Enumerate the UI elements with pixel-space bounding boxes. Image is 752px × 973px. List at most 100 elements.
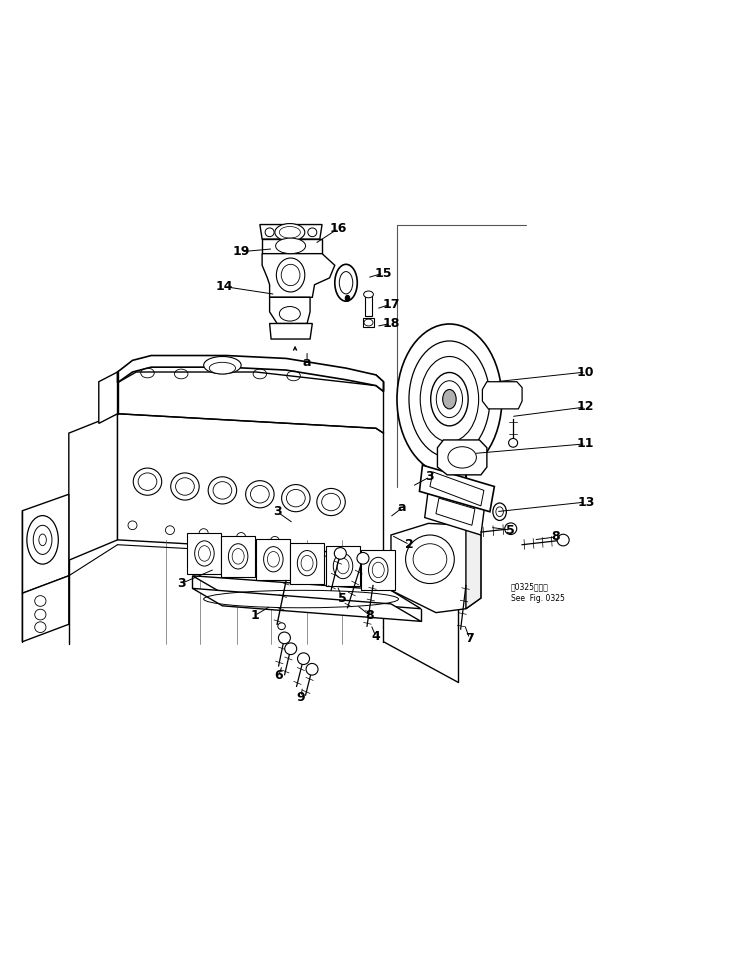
Ellipse shape xyxy=(557,534,569,546)
Text: 围0325图参照: 围0325图参照 xyxy=(511,582,549,591)
Polygon shape xyxy=(270,298,310,323)
Bar xyxy=(365,295,372,316)
Polygon shape xyxy=(361,550,395,591)
Ellipse shape xyxy=(306,664,318,675)
Ellipse shape xyxy=(339,271,353,294)
Text: 9: 9 xyxy=(297,691,305,703)
Ellipse shape xyxy=(308,228,317,236)
Bar xyxy=(363,317,374,327)
Polygon shape xyxy=(23,576,69,642)
Text: 16: 16 xyxy=(330,222,347,234)
Ellipse shape xyxy=(496,507,503,517)
Text: 14: 14 xyxy=(216,280,233,293)
Ellipse shape xyxy=(264,547,283,572)
Ellipse shape xyxy=(431,373,468,426)
Ellipse shape xyxy=(335,265,357,302)
Ellipse shape xyxy=(493,503,506,521)
Polygon shape xyxy=(221,536,255,577)
Polygon shape xyxy=(23,494,69,594)
Ellipse shape xyxy=(413,544,447,575)
Ellipse shape xyxy=(297,551,317,576)
Text: 2: 2 xyxy=(405,538,414,552)
Polygon shape xyxy=(270,323,312,339)
Ellipse shape xyxy=(405,535,454,584)
Ellipse shape xyxy=(368,558,388,583)
Ellipse shape xyxy=(138,473,157,490)
Text: a: a xyxy=(303,356,311,369)
Ellipse shape xyxy=(357,553,369,564)
Ellipse shape xyxy=(335,548,347,559)
Ellipse shape xyxy=(171,473,199,500)
Ellipse shape xyxy=(448,447,477,468)
Polygon shape xyxy=(99,372,117,423)
Text: 18: 18 xyxy=(382,317,399,330)
Ellipse shape xyxy=(279,227,300,238)
Ellipse shape xyxy=(337,559,349,574)
Ellipse shape xyxy=(246,481,274,508)
Ellipse shape xyxy=(333,554,353,579)
Text: 13: 13 xyxy=(577,495,595,509)
Ellipse shape xyxy=(345,296,350,302)
Ellipse shape xyxy=(420,356,478,442)
Text: 3: 3 xyxy=(273,505,281,519)
Ellipse shape xyxy=(508,439,517,448)
Ellipse shape xyxy=(274,224,305,241)
Text: 11: 11 xyxy=(577,437,595,450)
Polygon shape xyxy=(290,543,323,584)
Ellipse shape xyxy=(276,258,305,292)
Ellipse shape xyxy=(229,544,248,569)
Ellipse shape xyxy=(281,485,310,512)
Ellipse shape xyxy=(505,523,517,534)
Ellipse shape xyxy=(372,562,384,578)
Ellipse shape xyxy=(278,632,290,644)
Polygon shape xyxy=(420,465,494,512)
Polygon shape xyxy=(466,525,481,609)
Ellipse shape xyxy=(208,477,237,504)
Polygon shape xyxy=(436,498,475,525)
Ellipse shape xyxy=(364,291,374,298)
Text: 7: 7 xyxy=(465,632,474,645)
Text: 17: 17 xyxy=(382,298,400,310)
Text: 8: 8 xyxy=(551,530,560,544)
Polygon shape xyxy=(117,355,384,391)
Ellipse shape xyxy=(436,380,462,417)
Ellipse shape xyxy=(33,525,52,555)
Ellipse shape xyxy=(287,489,305,507)
Polygon shape xyxy=(193,589,421,622)
Ellipse shape xyxy=(301,556,313,571)
Text: 6: 6 xyxy=(274,669,283,682)
Polygon shape xyxy=(193,576,421,609)
Ellipse shape xyxy=(195,541,214,566)
Text: 1: 1 xyxy=(250,609,259,622)
Ellipse shape xyxy=(232,549,244,564)
Text: 10: 10 xyxy=(577,366,595,378)
Ellipse shape xyxy=(443,389,456,409)
Text: 15: 15 xyxy=(374,267,393,279)
Ellipse shape xyxy=(268,552,279,567)
Ellipse shape xyxy=(133,468,162,495)
Polygon shape xyxy=(438,440,487,475)
Ellipse shape xyxy=(27,516,59,564)
Ellipse shape xyxy=(322,493,341,511)
Ellipse shape xyxy=(199,546,211,561)
Ellipse shape xyxy=(204,356,241,374)
Text: See  Fig. 0325: See Fig. 0325 xyxy=(511,594,565,602)
Polygon shape xyxy=(391,523,481,613)
Text: 12: 12 xyxy=(577,401,595,414)
Text: 8: 8 xyxy=(365,609,374,622)
Polygon shape xyxy=(425,488,484,535)
Polygon shape xyxy=(69,414,117,560)
Polygon shape xyxy=(482,381,522,409)
Ellipse shape xyxy=(397,324,502,475)
Text: 3: 3 xyxy=(426,470,434,484)
Ellipse shape xyxy=(250,486,269,503)
Ellipse shape xyxy=(175,478,194,495)
Polygon shape xyxy=(260,225,322,239)
Polygon shape xyxy=(262,254,335,298)
Ellipse shape xyxy=(265,228,274,236)
Ellipse shape xyxy=(209,362,235,374)
Text: 3: 3 xyxy=(177,577,186,590)
Ellipse shape xyxy=(275,238,305,254)
Ellipse shape xyxy=(277,623,285,630)
Polygon shape xyxy=(187,533,221,574)
